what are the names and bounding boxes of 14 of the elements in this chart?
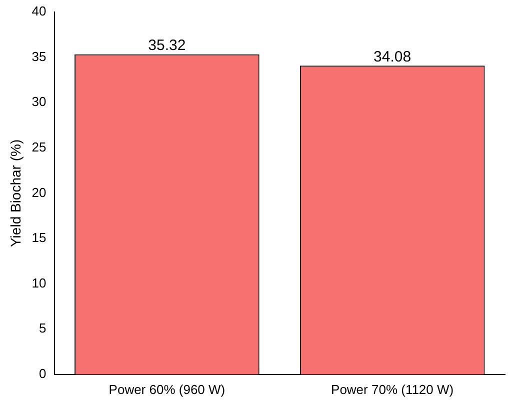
y-tick-label: 0 xyxy=(39,366,46,381)
y-tick-label: 30 xyxy=(32,94,46,110)
data-label: 34.08 xyxy=(374,48,412,66)
data-label: 35.32 xyxy=(148,37,186,54)
y-tick-label: 5 xyxy=(39,320,46,336)
y-tick-label: 25 xyxy=(32,139,46,154)
y-tick-label: 35 xyxy=(32,48,46,64)
x-tick-label: Power 60% (960 W) xyxy=(108,382,226,397)
y-axis-title: Yield Biochar (%) xyxy=(7,139,24,248)
y-tick-label: 10 xyxy=(32,275,46,290)
y-tick-label: 40 xyxy=(32,4,46,19)
x-tick-label: Power 70% (1120 W) xyxy=(331,382,454,397)
y-tick-label: 15 xyxy=(32,230,46,246)
y-tick-label: 20 xyxy=(32,184,46,200)
